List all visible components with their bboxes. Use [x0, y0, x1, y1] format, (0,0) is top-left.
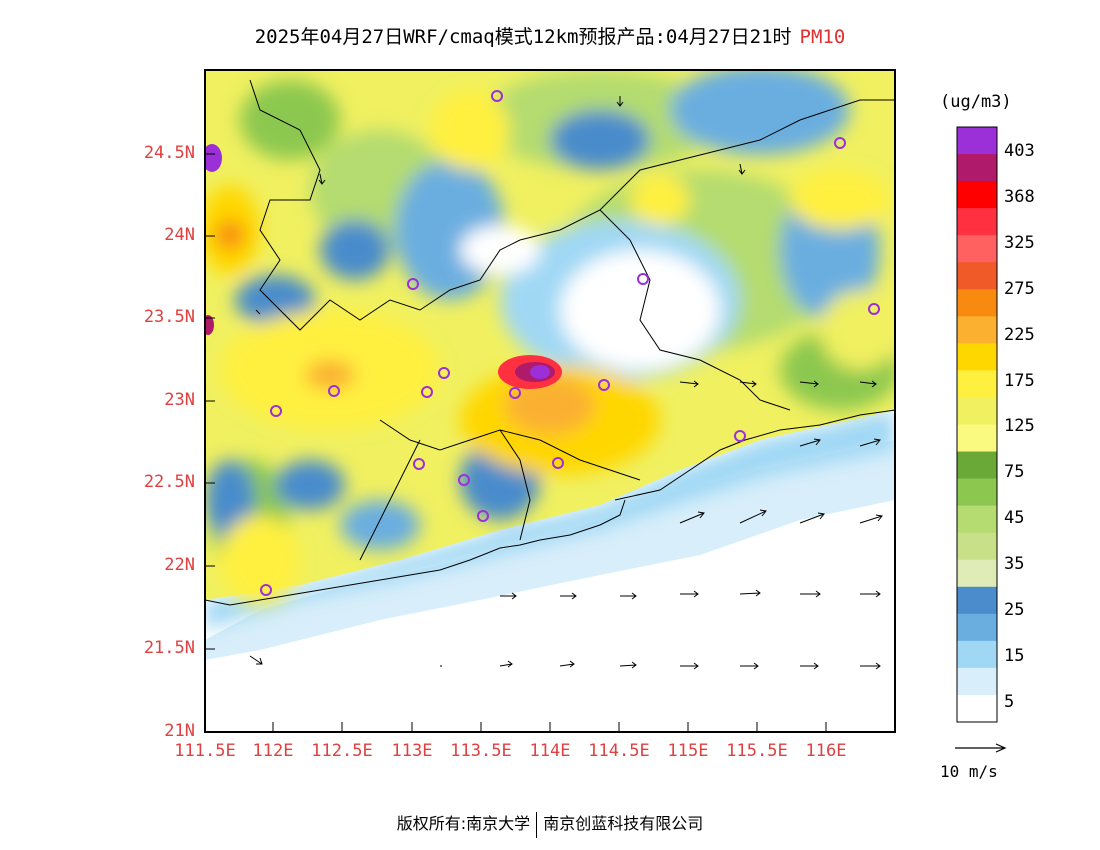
wind-reference-arrow	[955, 743, 1007, 753]
colorbar-swatch	[957, 694, 997, 723]
colorbar-swatch	[957, 343, 997, 371]
lon-label: 113E	[391, 741, 433, 761]
lon-label: 111.5E	[174, 741, 236, 761]
colorbar-label: 25	[1004, 600, 1025, 620]
colorbar-swatch	[957, 505, 997, 534]
colorbar	[956, 126, 998, 723]
lat-label: 22.5N	[143, 472, 195, 492]
wind-reference-label: 10 m/s	[940, 762, 998, 781]
colorbar-swatch	[957, 451, 997, 480]
chart-title: 2025年04月27日WRF/cmaq模式12km预报产品:04月27日21时 P…	[0, 22, 1100, 49]
footer-separator	[536, 811, 538, 838]
colorbar-swatch	[957, 424, 997, 453]
colorbar-label: 368	[1004, 187, 1035, 207]
colorbar-label: 225	[1004, 325, 1035, 345]
footer-right: 南京创蓝科技有限公司	[543, 814, 704, 833]
colorbar-label: 325	[1004, 233, 1035, 253]
colorbar-label: 5	[1004, 692, 1015, 712]
wind-vectors	[249, 96, 883, 670]
colorbar-unit: (ug/m3)	[940, 92, 1012, 112]
colorbar-swatch	[957, 640, 997, 669]
colorbar-swatch	[957, 397, 997, 425]
colorbar-frame	[956, 126, 998, 723]
lat-label: 23N	[164, 390, 195, 410]
colorbar-swatch	[957, 127, 997, 155]
station-markers	[260, 90, 880, 596]
lat-label: 23.5N	[143, 307, 195, 327]
lat-label: 21.5N	[143, 638, 195, 658]
colorbar-swatch	[957, 316, 997, 344]
colorbar-swatch	[957, 289, 997, 317]
concentration-field	[205, 70, 895, 732]
lon-label: 112E	[252, 741, 294, 761]
footer-left: 版权所有:南京大学	[396, 814, 531, 833]
colorbar-label: 75	[1004, 462, 1025, 482]
lat-label: 22N	[164, 555, 195, 575]
lon-label: 115.5E	[726, 741, 788, 761]
axis-ticks	[205, 153, 827, 732]
colorbar-swatch	[957, 262, 997, 290]
colorbar-label: 175	[1004, 371, 1035, 391]
colorbar-label: 275	[1004, 279, 1035, 299]
colorbar-swatch	[957, 235, 997, 263]
lon-label: 116E	[805, 741, 847, 761]
lat-label: 24.5N	[143, 143, 195, 163]
colorbar-swatch	[957, 586, 997, 615]
lon-label: 112.5E	[311, 741, 373, 761]
colorbar-label: 125	[1004, 416, 1035, 436]
colorbar-swatch	[957, 532, 997, 561]
lat-label: 24N	[164, 225, 195, 245]
colorbar-swatch	[957, 613, 997, 642]
colorbar-swatch	[957, 208, 997, 236]
colorbar-swatch	[957, 667, 997, 696]
colorbar-label: 403	[1004, 141, 1035, 161]
colorbar-swatch	[957, 370, 997, 398]
colorbar-label: 35	[1004, 554, 1025, 574]
colorbar-label: 15	[1004, 646, 1025, 666]
colorbar-swatch	[957, 559, 997, 588]
colorbar-label: 45	[1004, 508, 1025, 528]
colorbar-swatch	[957, 181, 997, 209]
lat-label: 21N	[164, 721, 195, 741]
footer: 版权所有:南京大学 南京创蓝科技有限公司	[0, 810, 1100, 838]
lon-label: 114.5E	[588, 741, 650, 761]
title-text: 2025年04月27日WRF/cmaq模式12km预报产品:04月27日21时	[254, 26, 792, 48]
pollutant-label: PM10	[799, 26, 846, 48]
colorbar-swatch	[957, 478, 997, 507]
lon-label: 114E	[529, 741, 571, 761]
lon-label: 115E	[667, 741, 709, 761]
colorbar-swatch	[957, 154, 997, 182]
lon-label: 113.5E	[450, 741, 512, 761]
